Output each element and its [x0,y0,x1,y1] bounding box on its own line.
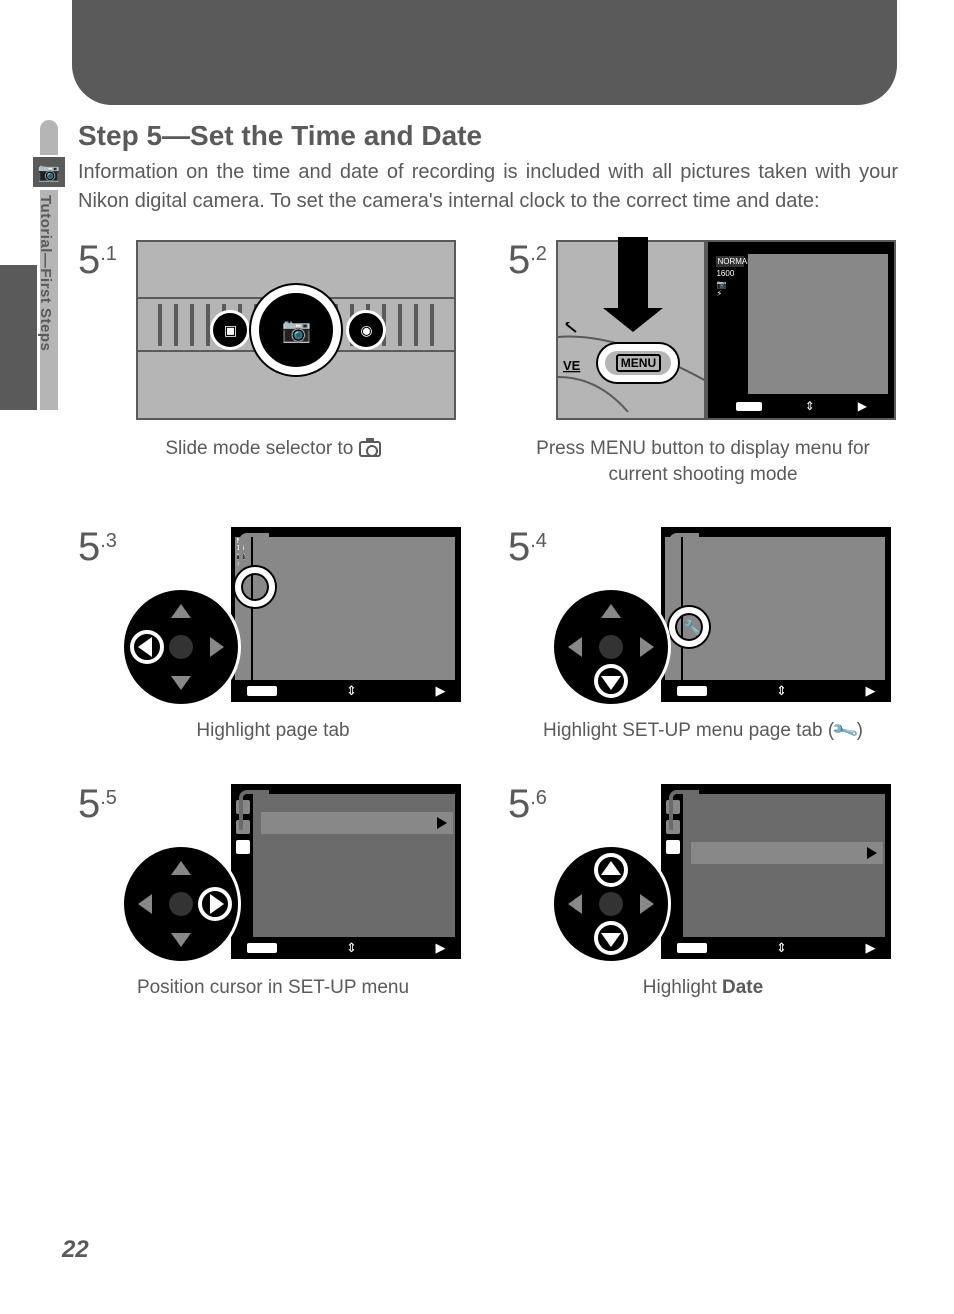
left-press-highlight-icon [130,630,164,664]
menu-highlight-bar [261,812,453,834]
step-caption: Position cursor in SET-UP menu [78,975,468,1001]
multi-selector [551,844,671,964]
step-5-6: 5.6 ⇕ ▶ [508,784,898,1001]
multi-selector [121,587,241,707]
step-5-1: 5.1 ▣ ◉ 📷 Slide mode selector to [78,240,468,487]
step-5-5: 5.5 ⇕ ▶ [78,784,468,1001]
page-number: 22 [62,1236,89,1264]
side-tab-top [40,120,58,155]
step-5-4: 5.4 ⇕ ▶ � [508,527,898,744]
step-5-3: 5.3 N16📷⚡︎ ⇕ ▶ [78,527,468,744]
lcd-screen: ⇕ ▶ [661,784,891,959]
screen-side-info: NORMAL 1600 📷 ⚡︎ [714,254,746,394]
step-caption: Highlight page tab [78,718,468,744]
step-caption: Highlight SET-UP menu page tab (🔧) [508,718,898,744]
step-5-2: 5.2 VE MENU [508,240,898,487]
illustration-highlight-tab: N16📷⚡︎ ⇕ ▶ [131,527,461,702]
menu-button: MENU [598,344,678,382]
header-dark-block [72,0,897,105]
step-number: 5.2 [508,240,547,280]
illustration-highlight-date: ⇕ ▶ [561,784,891,959]
step-caption: Slide mode selector to [78,436,468,462]
menu-highlight-bar [691,842,883,864]
step-caption: Highlight Date [508,975,898,1001]
multi-selector [121,844,241,964]
mode-icon-right: ◉ [346,310,386,350]
side-thumb-tab [0,265,37,410]
camera-mode-icon: 📷 [251,285,341,375]
step-number: 5.6 [508,784,547,824]
illustration-position-cursor: ⇕ ▶ [131,784,461,959]
down-press-highlight-icon [594,921,628,955]
step-number: 5.5 [78,784,117,824]
lcd-screen: NORMAL 1600 📷 ⚡︎ ⇕ ▶ [704,242,894,418]
down-press-highlight-icon [594,664,628,698]
press-arrow-icon [618,237,648,312]
up-press-highlight-icon [594,853,628,887]
lcd-screen: N16📷⚡︎ ⇕ ▶ [231,527,461,702]
right-press-highlight-icon [198,887,232,921]
step-number: 5.1 [78,240,117,280]
step-number: 5.4 [508,527,547,567]
wrench-icon: 🔧 [683,619,700,636]
side-label: Tutorial—First Steps [37,195,54,351]
illustration-highlight-setup: ⇕ ▶ 🔧 [561,527,891,702]
section-icon-badge: 📷 [33,157,65,187]
step-number: 5.3 [78,527,117,567]
camera-icon: 📷 [38,162,60,183]
section-intro: Information on the time and date of reco… [78,158,898,216]
illustration-menu-button: VE MENU NORMAL 1600 📷 ⚡︎ [556,240,896,420]
step-caption: Press MENU button to display menu for cu… [508,436,898,487]
mode-icon-left: ▣ [210,310,250,350]
multi-selector [551,587,671,707]
illustration-mode-selector: ▣ ◉ 📷 [136,240,456,420]
steps-grid: 5.1 ▣ ◉ 📷 Slide mode selector to [78,240,898,1001]
content-area: Step 5—Set the Time and Date Information… [78,120,898,1001]
section-heading: Step 5—Set the Time and Date [78,120,898,152]
camera-icon [359,441,381,457]
lcd-screen: ⇕ ▶ [231,784,461,959]
svg-text:VE: VE [563,358,581,373]
